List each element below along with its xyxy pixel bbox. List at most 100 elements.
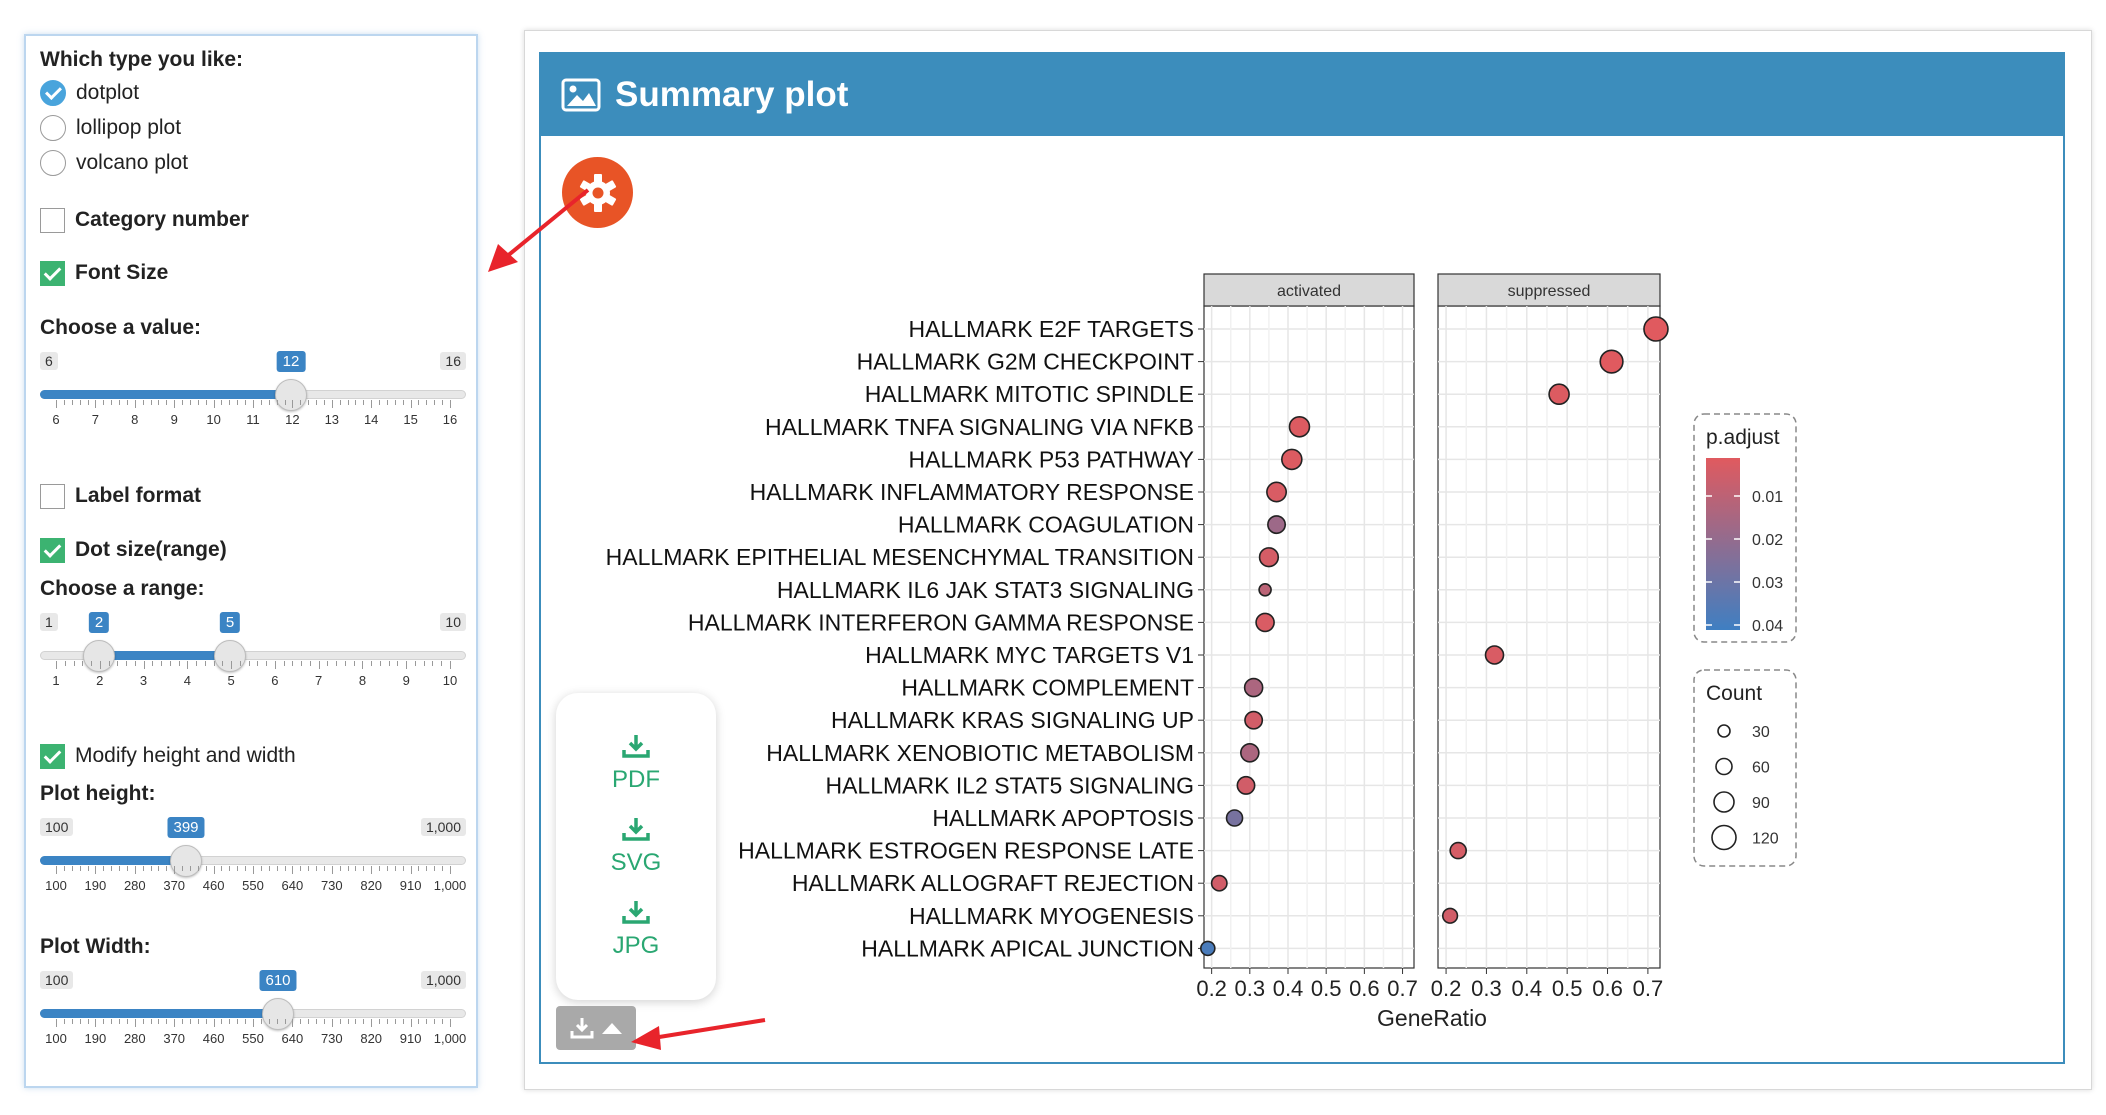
font-size-slider[interactable]: 6 16 12 6 7 8 9 10 11 12 13 14 15 16 xyxy=(40,351,466,432)
slider-minor-tick xyxy=(221,866,223,871)
slider-minor-tick xyxy=(300,1019,302,1024)
slider-tick xyxy=(292,866,294,874)
label-format-checkbox[interactable]: Label format xyxy=(40,481,201,511)
data-point xyxy=(1255,612,1275,633)
slider-minor-tick xyxy=(260,1019,262,1024)
download-pdf[interactable]: PDF xyxy=(556,733,716,794)
radio-dotplot[interactable]: dotplot xyxy=(40,78,139,108)
y-tick-label: HALLMARK MITOTIC SPINDLE xyxy=(865,381,1194,407)
slider-minor-tick xyxy=(229,400,231,405)
label-format-box[interactable] xyxy=(40,483,65,509)
slider-high-handle[interactable] xyxy=(214,640,246,672)
slider-fill xyxy=(40,856,186,865)
color-legend-label: 0.02 xyxy=(1752,532,1783,549)
slider-tick-label: 820 xyxy=(360,878,383,893)
slider-minor-tick xyxy=(248,661,250,666)
slider-minor-tick xyxy=(300,866,302,871)
radio-dot-lollipop[interactable] xyxy=(40,115,66,141)
slider-minor-tick xyxy=(323,866,325,871)
radio-dot-dotplot[interactable] xyxy=(40,80,66,106)
slider-minor-tick xyxy=(266,661,268,666)
x-axis-label: GeneRatio xyxy=(1377,1005,1487,1031)
radio-volcano[interactable]: volcano plot xyxy=(40,148,188,178)
font-size-box[interactable] xyxy=(40,260,65,286)
plot-height-slider[interactable]: 100 1,000 399 100 190 280 370 460 550 640 730 82… xyxy=(40,817,466,898)
dot-range-slider[interactable]: 1 10 2 5 1 2 3 4 5 6 7 8 9 10 xyxy=(40,612,466,693)
slider-max: 1,000 xyxy=(420,818,466,836)
data-point xyxy=(1281,448,1303,471)
data-point xyxy=(1266,481,1288,503)
slider-tick xyxy=(371,400,373,408)
slider-minor-tick xyxy=(237,866,239,871)
settings-button[interactable] xyxy=(562,157,633,228)
slider-min: 6 xyxy=(40,352,58,370)
slider-minor-tick xyxy=(119,866,121,871)
slider-tick-label: 2 xyxy=(96,673,104,688)
slider-minor-tick xyxy=(91,661,93,666)
slider-track[interactable] xyxy=(40,651,466,660)
slider-tick xyxy=(450,400,451,408)
slider-tick xyxy=(95,1019,97,1027)
color-legend-label: 0.04 xyxy=(1752,618,1783,635)
slider-minor-tick xyxy=(260,866,262,871)
x-tick-label: 0.3 xyxy=(1471,976,1502,1001)
slider-low-handle[interactable] xyxy=(83,640,115,672)
y-tick-label: HALLMARK APICAL JUNCTION xyxy=(861,935,1194,961)
dot-size-box[interactable] xyxy=(40,537,65,563)
y-tick-label: HALLMARK COMPLEMENT xyxy=(901,675,1194,701)
radio-lollipop[interactable]: lollipop plot xyxy=(40,113,181,143)
slider-minor-tick xyxy=(363,866,365,871)
dot-size-checkbox[interactable]: Dot size(range) xyxy=(40,535,227,565)
slider-minor-tick xyxy=(323,400,325,405)
slider-minor-tick xyxy=(426,400,428,405)
data-point xyxy=(1225,809,1244,827)
slider-minor-tick xyxy=(63,1019,65,1024)
slider-tick-label: 370 xyxy=(163,878,186,893)
slider-minor-tick xyxy=(142,400,144,405)
size-legend-key xyxy=(1711,824,1737,851)
slider-tick-label: 100 xyxy=(45,878,67,893)
slider-value: 399 xyxy=(167,817,205,838)
category-number-box[interactable] xyxy=(40,207,65,233)
category-number-checkbox[interactable]: Category number xyxy=(40,205,249,235)
slider-tick-label: 15 xyxy=(403,412,418,427)
dot-range-label: Choose a range: xyxy=(40,577,205,600)
slider-tick xyxy=(331,866,333,874)
slider-minor-tick xyxy=(178,661,180,666)
slider-minor-tick xyxy=(257,661,259,666)
slider-tick xyxy=(253,866,254,874)
color-legend-bar xyxy=(1706,458,1740,630)
slider-tick xyxy=(410,400,412,408)
slider-handle[interactable] xyxy=(262,998,294,1030)
slider-tick xyxy=(213,1019,215,1027)
slider-minor-tick xyxy=(339,400,341,405)
font-size-checkbox[interactable]: Font Size xyxy=(40,258,168,288)
slider-minor-tick xyxy=(245,866,247,871)
download-toggle-button[interactable] xyxy=(556,1006,636,1050)
x-tick-label: 0.5 xyxy=(1552,976,1583,1001)
modify-hw-checkbox[interactable]: Modify height and width xyxy=(40,741,296,771)
slider-minor-tick xyxy=(108,661,110,666)
slider-tick xyxy=(174,1019,176,1027)
slider-tick xyxy=(95,400,97,408)
modify-hw-box[interactable] xyxy=(40,743,65,769)
radio-dot-volcano[interactable] xyxy=(40,150,66,176)
slider-minor-tick xyxy=(197,1019,199,1024)
slider-minor-tick xyxy=(222,661,224,666)
plot-width-slider[interactable]: 100 1,000 610 100 190 280 370 460 550 640 730 82… xyxy=(40,970,466,1051)
facet-panel xyxy=(1203,305,1415,969)
slider-tick-label: 190 xyxy=(84,1031,107,1046)
download-jpg[interactable]: JPG xyxy=(556,899,716,960)
download-svg[interactable]: SVG xyxy=(556,816,716,877)
slider-minor-tick xyxy=(158,1019,160,1024)
slider-minor-tick xyxy=(426,866,428,871)
x-tick-label: 0.4 xyxy=(1273,976,1304,1001)
box-title: Summary plot xyxy=(615,75,849,114)
slider-tick xyxy=(292,400,294,408)
slider-minor-tick xyxy=(397,661,399,666)
slider-minor-tick xyxy=(379,866,381,871)
slider-handle[interactable] xyxy=(275,379,307,411)
slider-tick-label: 9 xyxy=(170,412,178,427)
slider-tick xyxy=(410,866,412,874)
slider-handle[interactable] xyxy=(170,845,202,877)
